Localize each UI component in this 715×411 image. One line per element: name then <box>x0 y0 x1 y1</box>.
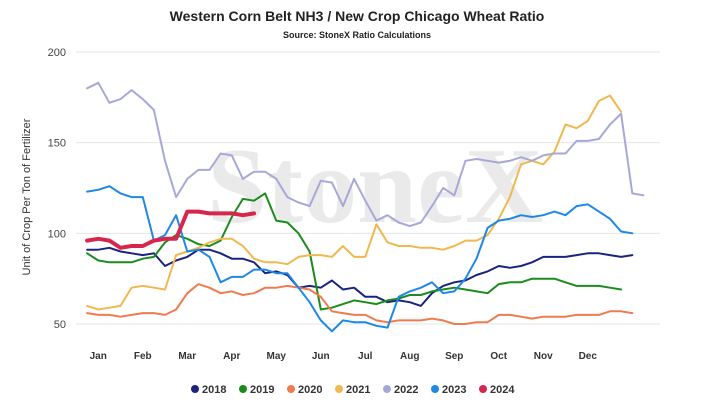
x-tick-label: Aug <box>400 351 419 362</box>
x-tick-label: Jun <box>312 351 330 362</box>
legend-marker-2024 <box>479 385 487 393</box>
legend-marker-2019 <box>239 385 247 393</box>
legend-label-2022: 2022 <box>394 384 418 396</box>
y-tick-label: 200 <box>48 47 66 59</box>
x-axis-ticks: Jan Feb Mar Apr May Jun Jul Aug Sep Oct Nov Dec <box>90 351 598 362</box>
legend-label-2018: 2018 <box>202 384 226 396</box>
y-tick-label: 100 <box>48 228 66 240</box>
x-tick-label: Mar <box>178 351 196 362</box>
chart-subtitle: Source: StoneX Ratio Calculations <box>283 30 431 40</box>
legend-marker-2023 <box>431 385 439 393</box>
legend-marker-2021 <box>335 385 343 393</box>
y-axis-ticks: 50 100 150 200 <box>48 47 66 331</box>
series-line-2020 <box>86 283 634 325</box>
x-tick-label: Sep <box>445 351 463 362</box>
gridlines <box>76 51 660 325</box>
legend-label-2019: 2019 <box>250 384 274 396</box>
series-line-2023 <box>86 185 634 333</box>
y-axis-label: Unit of Crop Per Ton of Fertilizer <box>21 118 33 275</box>
x-tick-label: Apr <box>223 351 240 362</box>
series-lines <box>85 81 645 333</box>
series-line-2024 <box>85 209 256 250</box>
x-tick-label: Nov <box>534 351 553 362</box>
legend: 2018 2019 2020 2021 2022 2023 2024 <box>191 384 515 396</box>
x-tick-label: Oct <box>490 351 507 362</box>
series-line-2022 <box>86 81 645 228</box>
x-tick-label: Feb <box>134 351 152 362</box>
legend-label-2020: 2020 <box>298 384 322 396</box>
legend-marker-2022 <box>383 385 391 393</box>
y-tick-label: 150 <box>48 138 66 150</box>
x-tick-label: Dec <box>579 351 598 362</box>
legend-marker-2018 <box>191 385 199 393</box>
legend-label-2021: 2021 <box>346 384 370 396</box>
x-tick-label: Jan <box>90 351 107 362</box>
legend-marker-2020 <box>287 385 295 393</box>
x-tick-label: May <box>267 351 287 362</box>
legend-label-2024: 2024 <box>490 384 515 396</box>
chart-title: Western Corn Belt NH3 / New Crop Chicago… <box>170 8 545 24</box>
series-line-2018 <box>86 246 634 307</box>
legend-label-2023: 2023 <box>442 384 466 396</box>
y-tick-label: 50 <box>54 319 66 331</box>
x-tick-label: Jul <box>358 351 373 362</box>
